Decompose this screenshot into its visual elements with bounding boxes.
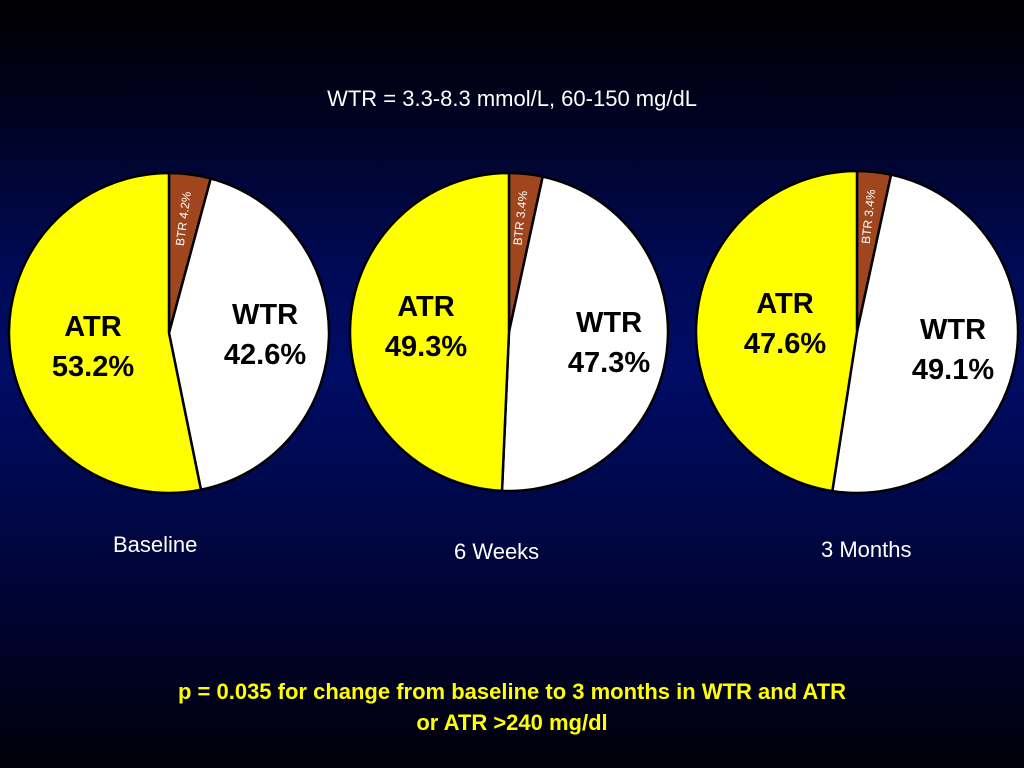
pie-label-wtr: WTR 49.1%: [912, 314, 994, 386]
pie-label-wtr: WTR 47.3%: [568, 307, 650, 379]
pie-chart-2: BTR 3.4% WTR 49.1% ATR 47.6%: [694, 169, 1020, 495]
pie-slice-wtr: [167, 177, 331, 492]
pie-label-btr: BTR 3.4%: [859, 188, 879, 244]
pie-slice-atr: [7, 171, 203, 495]
pie-label-atr: ATR 49.3%: [385, 291, 467, 363]
footnote-line-2: or ATR >240 mg/dl: [416, 710, 608, 735]
pie-caption-6-weeks: 6 Weeks: [454, 539, 540, 564]
pie-slice-wtr: [500, 175, 670, 493]
pie-slice-atr: [694, 169, 859, 493]
pie-chart-0: BTR 4.2%WTR 42.6%ATR 53.2%: [7, 171, 331, 495]
footnote-line-1: p = 0.035 for change from baseline to 3 …: [177, 679, 847, 704]
pie-caption-baseline: Baseline: [113, 532, 198, 557]
pie-label-atr: ATR 53.2%: [52, 311, 134, 383]
pie-caption-3-months: 3 Months: [821, 537, 912, 562]
pie-slice-wtr: [831, 173, 1020, 495]
pie-chart-1: BTR 3.4% WTR 47.3% ATR 49.3%: [348, 171, 670, 493]
pie-label-atr: ATR 47.6%: [744, 288, 826, 360]
significance-footnote: p = 0.035 for change from baseline to 3 …: [0, 676, 1024, 738]
chart-subtitle: WTR = 3.3-8.3 mmol/L, 60-150 mg/dL: [327, 86, 697, 111]
pie-label-btr: BTR 3.4%: [511, 190, 531, 246]
pie-slice-atr: [348, 171, 511, 493]
pie-label-wtr: WTR 42.6%: [224, 299, 306, 371]
